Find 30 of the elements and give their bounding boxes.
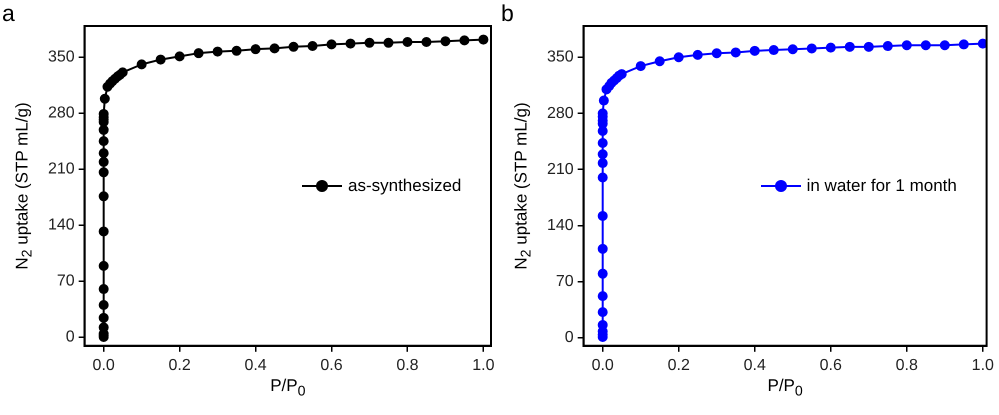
y-tick-label: 280 xyxy=(546,104,574,122)
x-tick-label: 0.4 xyxy=(244,356,267,374)
y-tick-label: 0 xyxy=(66,328,75,346)
x-tick-label: 0.6 xyxy=(820,356,842,374)
x-tick-label: 1.0 xyxy=(472,356,495,374)
x-tick-label: 0.8 xyxy=(396,356,419,374)
x-tick-label: 1.0 xyxy=(972,356,994,374)
y-tick-label: 280 xyxy=(48,104,75,122)
y-tick-label: 70 xyxy=(556,273,574,290)
legend-label: in water for 1 month xyxy=(806,176,957,196)
y-tick-label: 140 xyxy=(546,216,574,234)
x-axis-title: P/P$_{0}$ xyxy=(768,376,803,400)
y-tick-label: 140 xyxy=(48,216,75,234)
x-tick-label: 0.8 xyxy=(896,356,918,374)
x-tick-label: 0.0 xyxy=(592,356,614,374)
y-tick-label: 0 xyxy=(564,329,574,346)
y-tick-label: 70 xyxy=(56,272,75,290)
x-tick-label: 0.2 xyxy=(168,356,191,374)
legend-label: as-synthesized xyxy=(348,176,462,196)
x-tick-label: 0.6 xyxy=(320,356,343,374)
x-tick-label: 0.2 xyxy=(668,356,690,374)
y-tick-label: 210 xyxy=(48,160,75,178)
y-tick-label: 210 xyxy=(546,160,574,178)
x-axis-title: P/P$_{0}$ xyxy=(270,376,306,400)
x-tick-label: 0.0 xyxy=(92,356,115,374)
chart-title: b xyxy=(501,0,514,27)
y-tick-label: 350 xyxy=(546,48,574,66)
y-tick-label: 350 xyxy=(48,48,75,66)
x-tick-label: 0.4 xyxy=(744,356,766,374)
chart-title: a xyxy=(2,0,15,27)
